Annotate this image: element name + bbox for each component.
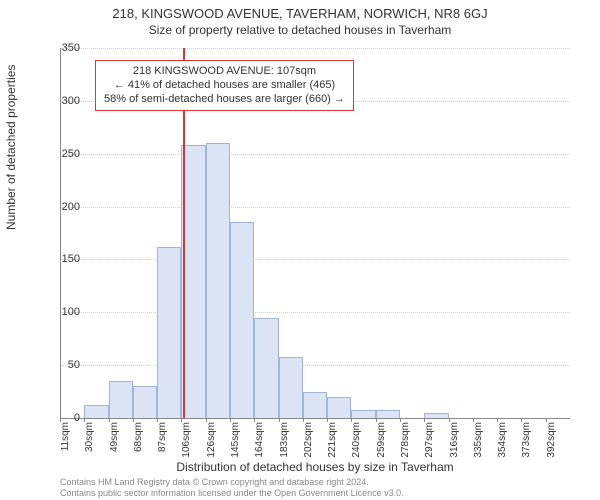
histogram-bar	[351, 410, 375, 418]
gridline	[60, 207, 570, 208]
x-tick-label: 183sqm	[279, 422, 290, 472]
page-subtitle: Size of property relative to detached ho…	[0, 21, 600, 37]
x-tick-label: 297sqm	[424, 422, 435, 472]
footer-line-1: Contains HM Land Registry data © Crown c…	[60, 477, 404, 487]
x-tick-label: 106sqm	[181, 422, 192, 472]
y-tick-label: 300	[40, 95, 80, 107]
histogram-bar	[206, 143, 230, 418]
annotation-line-1: 218 KINGSWOOD AVENUE: 107sqm	[104, 65, 345, 79]
x-tick-label: 49sqm	[109, 422, 120, 472]
x-tick-label: 335sqm	[473, 422, 484, 472]
x-tick-label: 30sqm	[84, 422, 95, 472]
x-tick-label: 164sqm	[254, 422, 265, 472]
y-tick-label: 150	[40, 253, 80, 265]
histogram-bar	[230, 222, 254, 418]
x-tick-label: 373sqm	[521, 422, 532, 472]
x-tick-label: 11sqm	[60, 422, 71, 472]
x-tick-label: 87sqm	[157, 422, 168, 472]
histogram-bar	[376, 410, 400, 418]
histogram-bar	[133, 386, 157, 418]
histogram-bar	[279, 357, 303, 418]
y-tick-label: 200	[40, 201, 80, 213]
x-tick-label: 278sqm	[400, 422, 411, 472]
x-tick-label: 240sqm	[351, 422, 362, 472]
footer-line-2: Contains public sector information licen…	[60, 488, 404, 498]
y-axis-label: Number of detached properties	[4, 65, 18, 230]
histogram-bar	[254, 318, 278, 418]
x-axis	[60, 418, 570, 419]
annotation-line-2: ← 41% of detached houses are smaller (46…	[104, 79, 345, 93]
y-tick-label: 350	[40, 42, 80, 54]
x-tick-label: 259sqm	[376, 422, 387, 472]
x-tick-label: 68sqm	[133, 422, 144, 472]
x-tick-label: 221sqm	[327, 422, 338, 472]
y-tick-label: 50	[40, 359, 80, 371]
page-title: 218, KINGSWOOD AVENUE, TAVERHAM, NORWICH…	[0, 0, 600, 21]
histogram-bar	[181, 145, 205, 418]
x-tick-label: 354sqm	[497, 422, 508, 472]
histogram-bar	[303, 392, 327, 418]
histogram-bar	[157, 247, 181, 418]
annotation-box: 218 KINGSWOOD AVENUE: 107sqm ← 41% of de…	[95, 60, 354, 111]
footer-attribution: Contains HM Land Registry data © Crown c…	[60, 477, 404, 498]
gridline	[60, 259, 570, 260]
gridline	[60, 48, 570, 49]
annotation-line-3: 58% of semi-detached houses are larger (…	[104, 93, 345, 107]
gridline	[60, 154, 570, 155]
y-tick-label: 250	[40, 148, 80, 160]
histogram-bar	[84, 405, 108, 418]
gridline	[60, 365, 570, 366]
histogram-bar	[327, 397, 351, 418]
x-tick-label: 202sqm	[303, 422, 314, 472]
x-tick-label: 392sqm	[546, 422, 557, 472]
chart-container: 218, KINGSWOOD AVENUE, TAVERHAM, NORWICH…	[0, 0, 600, 500]
x-tick-label: 145sqm	[230, 422, 241, 472]
histogram-bar	[109, 381, 133, 418]
x-tick-label: 316sqm	[449, 422, 460, 472]
y-tick-label: 100	[40, 306, 80, 318]
x-tick-label: 126sqm	[206, 422, 217, 472]
gridline	[60, 312, 570, 313]
